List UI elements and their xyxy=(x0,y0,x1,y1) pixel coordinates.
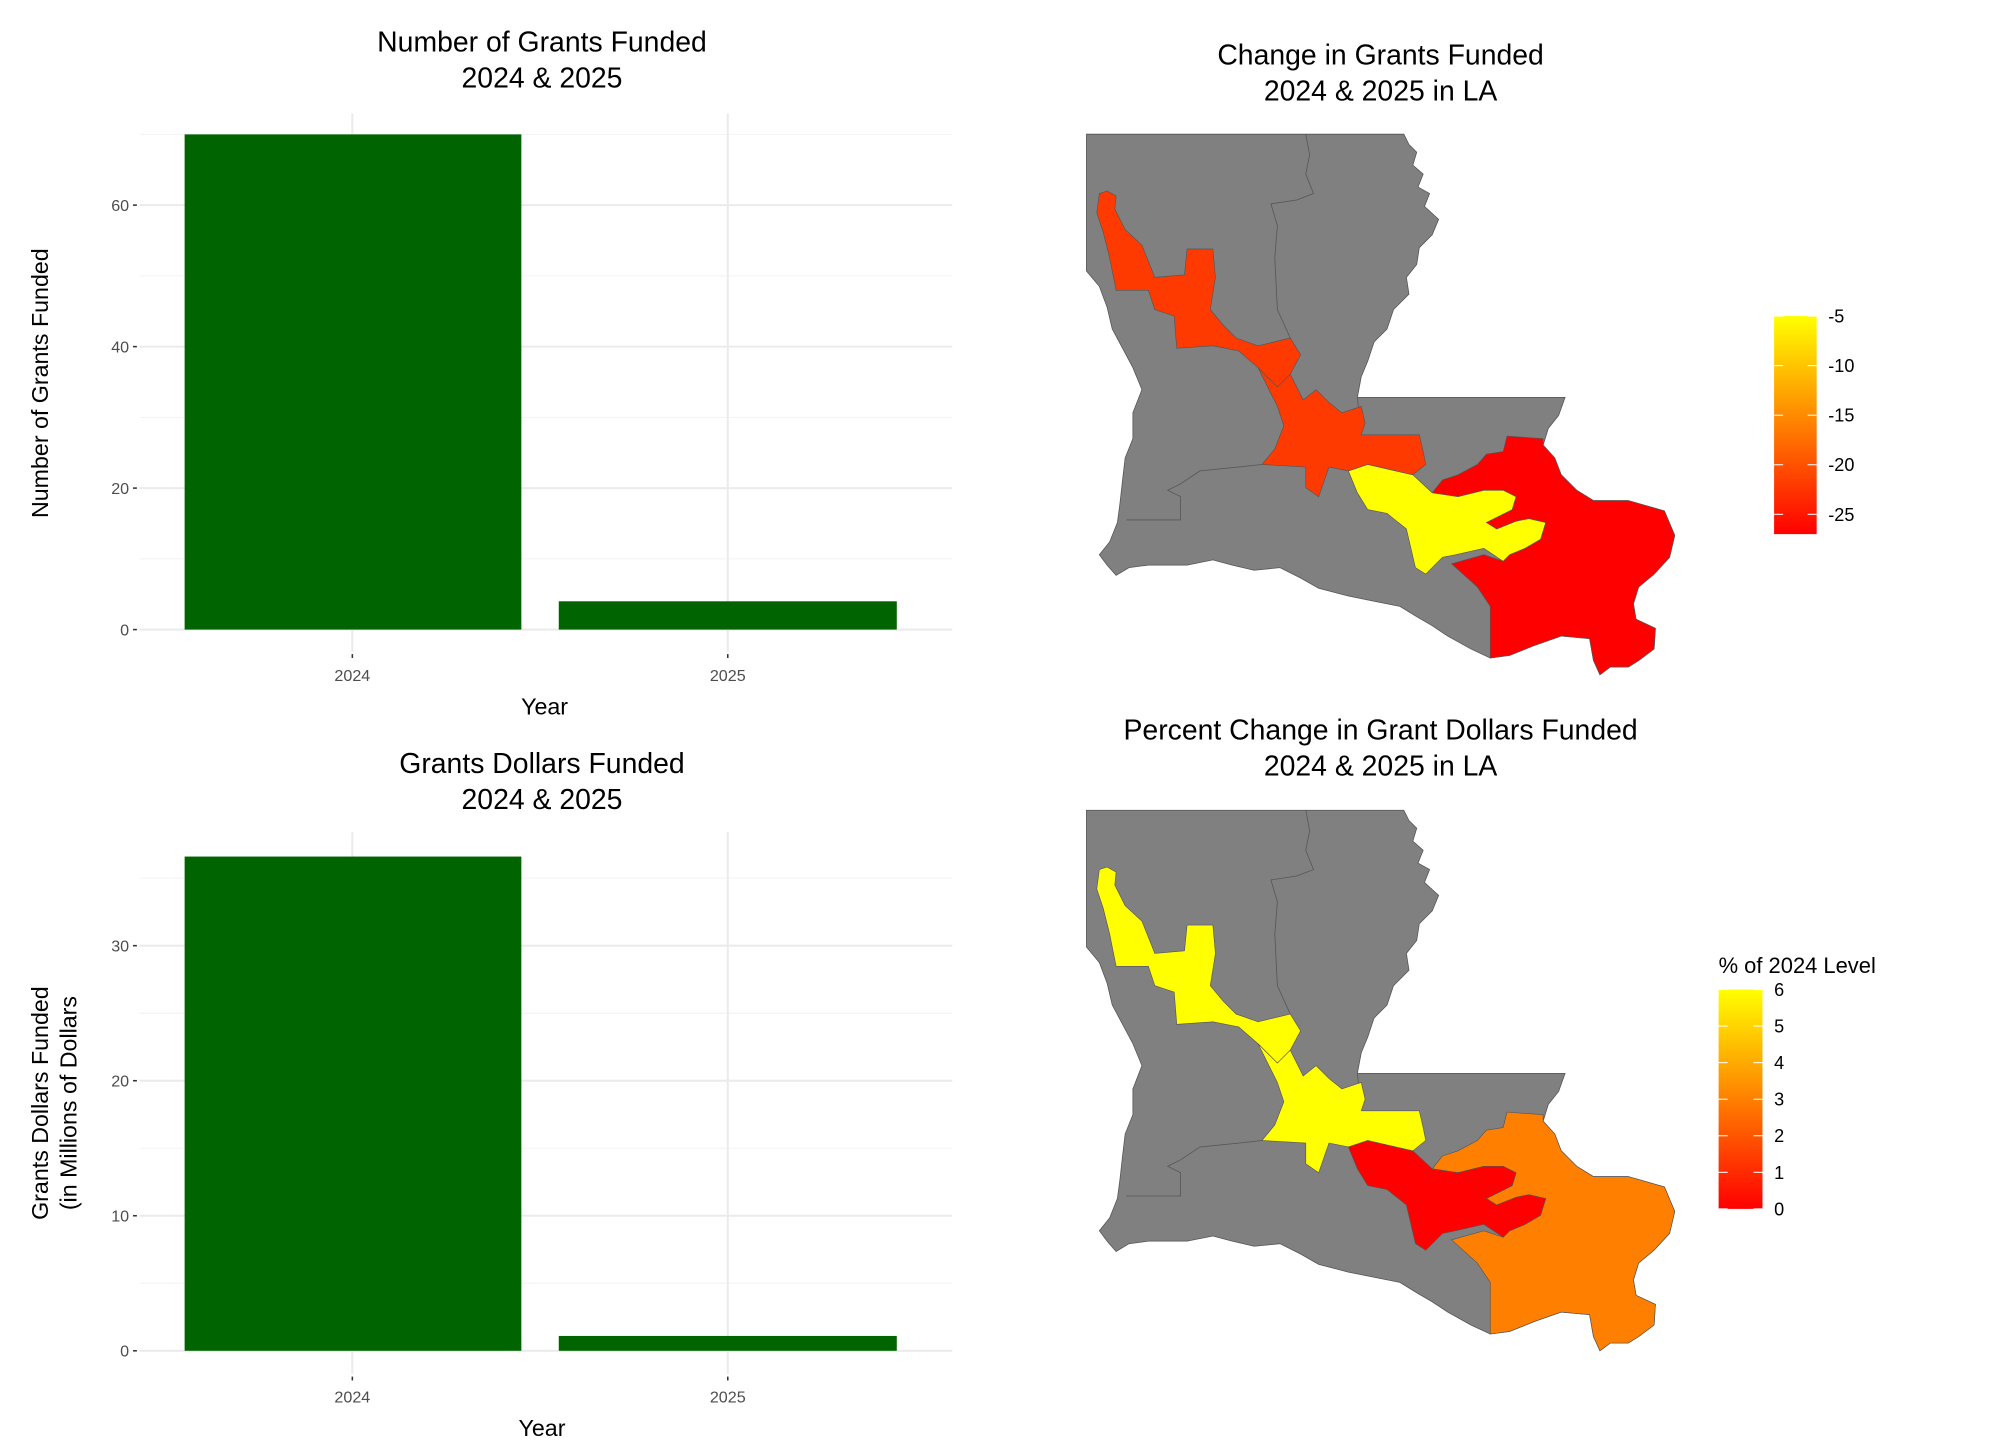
x-axis-title: Year xyxy=(519,1415,566,1441)
y-tick-label: 30 xyxy=(111,937,129,955)
legend-tick-label: 5 xyxy=(1774,1017,1784,1037)
district-boundary xyxy=(1270,134,1315,339)
district-2 xyxy=(1347,1140,1547,1251)
chart-title-line1: Number of Grants Funded xyxy=(377,27,707,59)
x-tick-label: 2025 xyxy=(710,667,746,685)
district-6 xyxy=(1257,1043,1427,1174)
district-6 xyxy=(1257,367,1427,498)
chart-title-line1: Grants Dollars Funded xyxy=(399,748,684,780)
chart-title-line2: 2024 & 2025 xyxy=(462,63,623,95)
y-tick-label: 40 xyxy=(111,338,129,356)
legend-tick-label: -15 xyxy=(1828,406,1854,426)
legend-title: % of 2024 Level xyxy=(1719,953,1876,978)
map-title-line2: 2024 & 2025 in LA xyxy=(1264,76,1498,108)
y-axis-title: Grants Dollars Funded xyxy=(27,986,53,1220)
grant-dollars-bar-chart: 0 10 20 30 2024 2025 Grants Dollars Funded 20… xyxy=(27,748,953,1441)
legend-tick-label: 0 xyxy=(1774,1199,1784,1219)
map-title-line1: Change in Grants Funded xyxy=(1217,40,1544,72)
map-title-line2: 2024 & 2025 in LA xyxy=(1264,750,1498,782)
district-boundary xyxy=(1126,1140,1262,1197)
bar-2024 xyxy=(184,134,522,630)
y-tick-label: 0 xyxy=(120,621,129,639)
x-tick-label: 2024 xyxy=(334,1388,370,1406)
legend-tick-label: 1 xyxy=(1774,1163,1784,1183)
district-4 xyxy=(1096,866,1301,1064)
district-2 xyxy=(1347,464,1547,575)
legend-tick-label: -10 xyxy=(1828,356,1854,376)
y-tick-label: 10 xyxy=(111,1208,129,1226)
grants-change-map: Change in Grants Funded 2024 & 2025 in L… xyxy=(1086,40,1854,676)
chart-title-line2: 2024 & 2025 xyxy=(462,784,623,816)
legend-tick-label: -25 xyxy=(1828,505,1854,525)
y-tick-label: 20 xyxy=(111,480,129,498)
bar-2024 xyxy=(184,856,522,1351)
legend-tick-label: 3 xyxy=(1774,1090,1784,1110)
legend-tick-label: 2 xyxy=(1774,1126,1784,1146)
y-tick-label: 0 xyxy=(120,1343,129,1361)
x-tick-label: 2024 xyxy=(334,667,370,685)
y-tick-label: 20 xyxy=(111,1073,129,1091)
legend-tick-label: 4 xyxy=(1774,1053,1784,1073)
x-tick-label: 2025 xyxy=(710,1388,746,1406)
color-legend: -5 -10 -15 -20 -25 xyxy=(1774,307,1854,535)
district-boundary xyxy=(1126,464,1262,521)
y-axis-title: Number of Grants Funded xyxy=(27,248,53,518)
legend-tick-label: -5 xyxy=(1828,307,1844,327)
district-4 xyxy=(1096,190,1301,388)
legend-colorbar xyxy=(1774,316,1817,535)
y-axis-title-line2: (in Millions of Dollars xyxy=(55,996,81,1210)
bar-2025 xyxy=(558,601,897,630)
legend-tick-label: -20 xyxy=(1828,455,1854,475)
y-tick-label: 60 xyxy=(111,197,129,215)
bar-2025 xyxy=(558,1335,897,1351)
district-boundary xyxy=(1270,810,1315,1015)
color-legend: % of 2024 Level 6 5 4 3 2 1 0 xyxy=(1718,953,1876,1219)
x-axis-title: Year xyxy=(521,694,568,720)
legend-tick-label: 6 xyxy=(1774,980,1784,1000)
map-title-line1: Percent Change in Grant Dollars Funded xyxy=(1124,714,1638,746)
grant-dollars-percent-map: Percent Change in Grant Dollars Funded 2… xyxy=(1086,714,1876,1352)
